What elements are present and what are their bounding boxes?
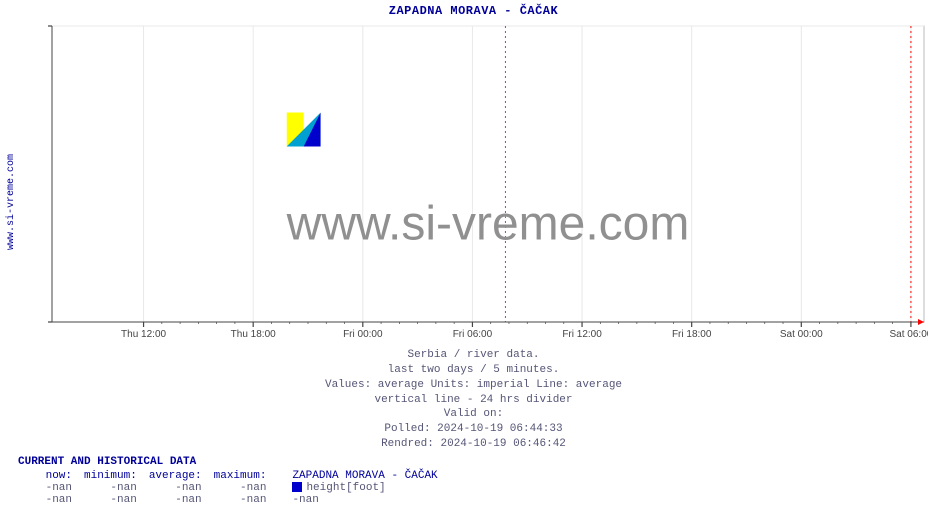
cell-avg: -nan xyxy=(143,482,208,494)
svg-text:Fri 12:00: Fri 12:00 xyxy=(562,329,602,340)
data-section: CURRENT AND HISTORICAL DATA now: minimum… xyxy=(18,456,444,506)
col-min: minimum: xyxy=(78,470,143,482)
col-now: now: xyxy=(18,470,78,482)
table-header-row: now: minimum: average: maximum: ZAPADNA … xyxy=(18,470,444,482)
cell-max: -nan xyxy=(208,494,273,506)
chart-plot-area: Thu 12:00 Thu 18:00 Fri 00:00 Fri 06:00 Fri … xyxy=(48,22,928,342)
svg-text:Thu 18:00: Thu 18:00 xyxy=(231,329,276,340)
cell-max: -nan xyxy=(208,482,273,494)
chart-svg: Thu 12:00 Thu 18:00 Fri 00:00 Fri 06:00 Fri … xyxy=(48,22,928,342)
cell-label: -nan xyxy=(272,494,443,506)
svg-text:Fri 18:00: Fri 18:00 xyxy=(672,329,712,340)
svg-text:Sat 00:00: Sat 00:00 xyxy=(780,329,823,340)
meta-line-1: Serbia / river data. xyxy=(0,348,947,363)
meta-line-3: Values: average Units: imperial Line: av… xyxy=(0,378,947,393)
svg-text:Fri 06:00: Fri 06:00 xyxy=(453,329,493,340)
table-row: -nan -nan -nan -nan -nan xyxy=(18,494,444,506)
chart-meta: Serbia / river data. last two days / 5 m… xyxy=(0,348,947,452)
legend-swatch-icon xyxy=(292,482,302,492)
cell-now: -nan xyxy=(18,494,78,506)
series-label: height[foot] xyxy=(306,482,385,494)
col-max: maximum: xyxy=(208,470,273,482)
meta-line-6: Polled: 2024-10-19 06:44:33 xyxy=(0,422,947,437)
chart-title: ZAPADNA MORAVA - ČAČAK xyxy=(0,0,947,18)
meta-line-4: vertical line - 24 hrs divider xyxy=(0,393,947,408)
svg-text:Sat 06:00: Sat 06:00 xyxy=(890,329,928,340)
meta-line-2: last two days / 5 minutes. xyxy=(0,363,947,378)
cell-label: height[foot] xyxy=(272,482,443,494)
meta-line-7: Rendred: 2024-10-19 06:46:42 xyxy=(0,437,947,452)
data-table: now: minimum: average: maximum: ZAPADNA … xyxy=(18,470,444,506)
cell-avg: -nan xyxy=(143,494,208,506)
data-section-title: CURRENT AND HISTORICAL DATA xyxy=(18,456,444,468)
table-row: -nan -nan -nan -nan height[foot] xyxy=(18,482,444,494)
cell-min: -nan xyxy=(78,494,143,506)
svg-text:Fri 00:00: Fri 00:00 xyxy=(343,329,383,340)
site-link-vertical[interactable]: www.si-vreme.com xyxy=(6,154,17,250)
cell-min: -nan xyxy=(78,482,143,494)
series-header: ZAPADNA MORAVA - ČAČAK xyxy=(272,470,443,482)
cell-now: -nan xyxy=(18,482,78,494)
svg-text:Thu 12:00: Thu 12:00 xyxy=(121,329,166,340)
series-label: -nan xyxy=(292,494,318,506)
col-avg: average: xyxy=(143,470,208,482)
meta-line-5: Valid on: xyxy=(0,407,947,422)
